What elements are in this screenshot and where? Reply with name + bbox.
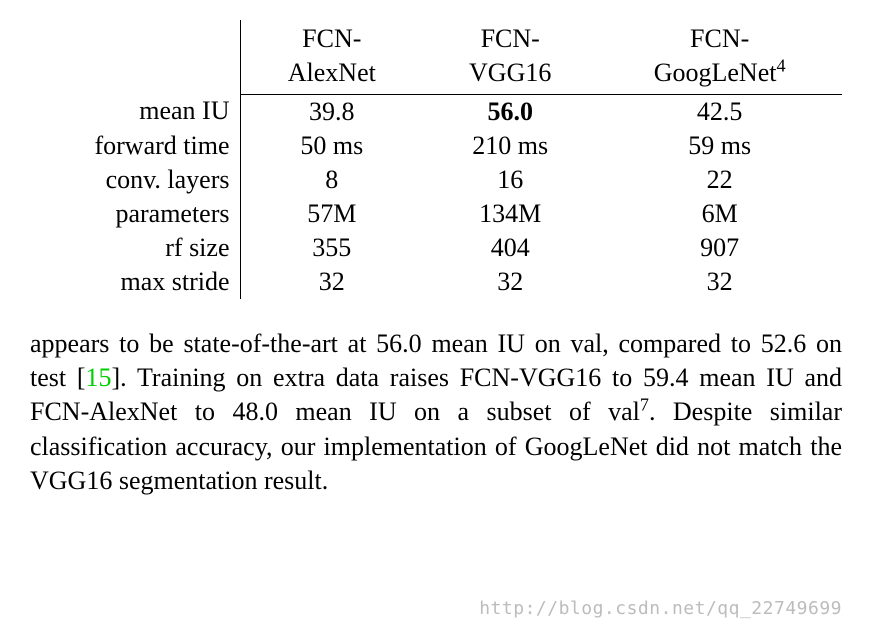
watermark: http://blog.csdn.net/qq_22749699 (479, 598, 842, 619)
table-cell: 134M (423, 197, 597, 231)
table-cell: 6M (597, 197, 842, 231)
row-label: forward time (30, 129, 240, 163)
table-cell: 59 ms (597, 129, 842, 163)
table-cell: 404 (423, 231, 597, 265)
table-cell: 8 (240, 163, 423, 197)
table-row: mean IU39.856.042.5 (30, 94, 842, 129)
row-label: max stride (30, 265, 240, 299)
table-cell: 355 (240, 231, 423, 265)
column-header: FCN- AlexNet (240, 20, 423, 94)
row-label: rf size (30, 231, 240, 265)
header-line1: FCN- (261, 22, 404, 56)
table-cell: 32 (423, 265, 597, 299)
table-body: mean IU39.856.042.5forward time50 ms210 … (30, 94, 842, 299)
table-cell: 32 (240, 265, 423, 299)
table-cell: 39.8 (240, 94, 423, 129)
comparison-table-container: FCN- AlexNet FCN- VGG16 FCN- GoogLeNet4 … (30, 20, 842, 299)
footnote-sup: 7 (640, 395, 649, 415)
table-cell: 210 ms (423, 129, 597, 163)
table-cell: 56.0 (423, 94, 597, 129)
table-header-row: FCN- AlexNet FCN- VGG16 FCN- GoogLeNet4 (30, 20, 842, 94)
comparison-table: FCN- AlexNet FCN- VGG16 FCN- GoogLeNet4 … (30, 20, 842, 299)
table-row: rf size355404907 (30, 231, 842, 265)
table-cell: 57M (240, 197, 423, 231)
reference-link[interactable]: 15 (86, 363, 112, 392)
header-line2: VGG16 (443, 56, 577, 90)
header-line2: AlexNet (261, 56, 404, 90)
table-cell: 50 ms (240, 129, 423, 163)
column-header: FCN- VGG16 (423, 20, 597, 94)
table-cell: 907 (597, 231, 842, 265)
table-row: forward time50 ms210 ms59 ms (30, 129, 842, 163)
header-line2: GoogLeNet4 (617, 56, 822, 90)
header-line1: FCN- (443, 22, 577, 56)
table-row: parameters57M134M6M (30, 197, 842, 231)
row-label: conv. layers (30, 163, 240, 197)
column-header: FCN- GoogLeNet4 (597, 20, 842, 94)
row-label: parameters (30, 197, 240, 231)
table-cell: 16 (423, 163, 597, 197)
table-row: max stride323232 (30, 265, 842, 299)
table-cell: 22 (597, 163, 842, 197)
description-paragraph: appears to be state-of-the-art at 56.0 m… (30, 327, 842, 499)
header-empty (30, 20, 240, 94)
row-label: mean IU (30, 94, 240, 129)
table-row: conv. layers81622 (30, 163, 842, 197)
table-cell: 42.5 (597, 94, 842, 129)
table-cell: 32 (597, 265, 842, 299)
header-line1: FCN- (617, 22, 822, 56)
